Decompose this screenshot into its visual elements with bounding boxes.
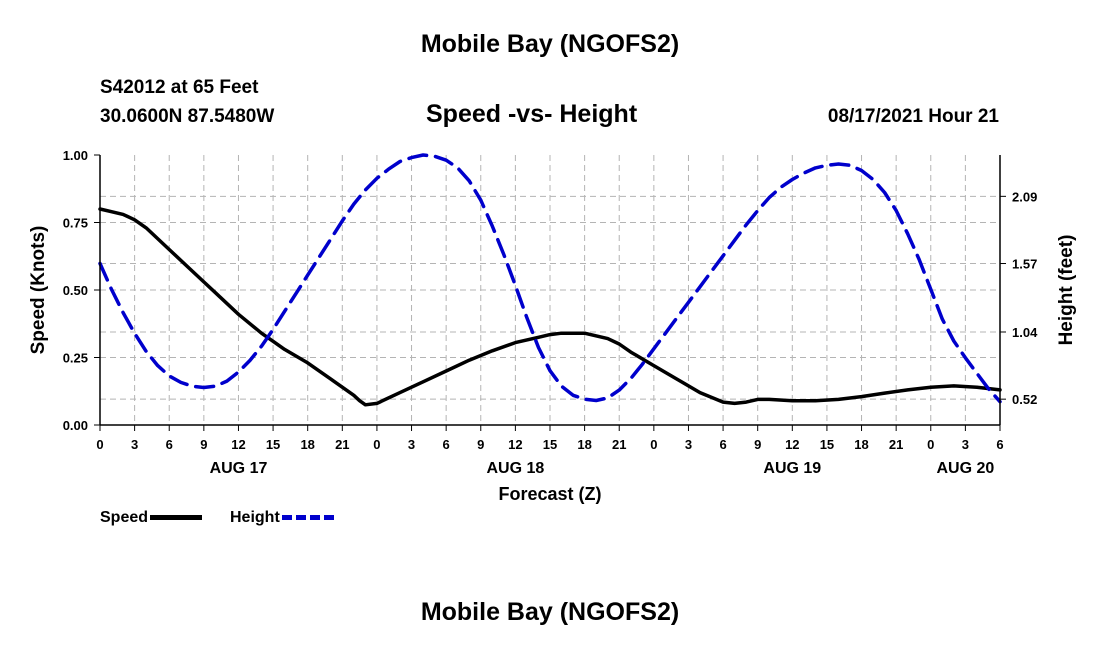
forecast-date-label: 08/17/2021 Hour 21 bbox=[827, 106, 999, 127]
grid bbox=[100, 155, 1000, 425]
x-axis-title: Forecast (Z) bbox=[498, 484, 601, 504]
footer-title: Mobile Bay (NGOFS2) bbox=[420, 598, 680, 626]
day-label: AUG 17 bbox=[210, 460, 268, 477]
legend-height-label: Height bbox=[230, 509, 280, 526]
height-series-line bbox=[98, 153, 1002, 404]
y-tick-label: 0.75 bbox=[63, 216, 88, 231]
x-tick-label: 18 bbox=[854, 437, 868, 452]
x-tick-label: 15 bbox=[266, 437, 280, 452]
x-tick-label: 9 bbox=[477, 437, 484, 452]
x-tick-label: 18 bbox=[300, 437, 314, 452]
x-tick-label: 18 bbox=[577, 437, 591, 452]
x-tick-label: 12 bbox=[231, 437, 245, 452]
x-tick-label: 9 bbox=[754, 437, 761, 452]
x-tick-label: 0 bbox=[373, 437, 380, 452]
x-tick-label: 3 bbox=[685, 437, 692, 452]
x-tick-label: 12 bbox=[508, 437, 522, 452]
x-tick-label: 3 bbox=[131, 437, 138, 452]
y-tick-label: 0.00 bbox=[63, 418, 88, 433]
page-title: Mobile Bay (NGOFS2) bbox=[420, 30, 680, 58]
x-tick-label: 3 bbox=[962, 437, 969, 452]
y2-tick-label: 2.09 bbox=[1012, 189, 1037, 204]
day-label: AUG 19 bbox=[763, 460, 821, 477]
y2-axis-title: Height (feet) bbox=[1056, 235, 1077, 346]
coordinates-label: 30.0600N 87.5480W bbox=[100, 106, 275, 127]
series-layer bbox=[98, 153, 1002, 407]
x-tick-label: 15 bbox=[820, 437, 834, 452]
y2-tick-label: 1.57 bbox=[1012, 257, 1037, 272]
x-tick-label: 9 bbox=[200, 437, 207, 452]
x-tick-label: 6 bbox=[166, 437, 173, 452]
day-label: AUG 20 bbox=[936, 460, 994, 477]
legend-speed-label: Speed bbox=[100, 509, 149, 526]
x-tick-label: 3 bbox=[408, 437, 415, 452]
x-tick-label: 0 bbox=[650, 437, 657, 452]
x-tick-label: 6 bbox=[719, 437, 726, 452]
y-axis-title: Speed (Knots) bbox=[28, 226, 49, 355]
x-tick-label: 21 bbox=[335, 437, 349, 452]
x-tick-label: 6 bbox=[443, 437, 450, 452]
legend-speed: Speed bbox=[100, 509, 203, 527]
legend-speed-swatch bbox=[150, 515, 203, 521]
speed-series-line bbox=[98, 207, 1002, 407]
y-tick-label: 1.00 bbox=[63, 148, 88, 163]
axis-labels: 0 3 6 9 12 15 18 21 0 3 6 9 12 15 18 21 0 3 6 9 12 15 18 21 0 3 6A… bbox=[28, 148, 1077, 504]
day-label: AUG 18 bbox=[486, 460, 544, 477]
legend-height: Height bbox=[230, 509, 334, 527]
y-tick-label: 0.50 bbox=[63, 283, 88, 298]
x-tick-label: 12 bbox=[785, 437, 799, 452]
y2-tick-label: 0.52 bbox=[1012, 392, 1037, 407]
x-tick-label: 6 bbox=[996, 437, 1003, 452]
x-tick-label: 15 bbox=[543, 437, 557, 452]
y2-tick-label: 1.04 bbox=[1012, 325, 1038, 340]
x-tick-label: 21 bbox=[612, 437, 626, 452]
axes bbox=[94, 154, 1006, 431]
x-tick-label: 0 bbox=[927, 437, 934, 452]
station-label: S42012 at 65 Feet bbox=[100, 77, 259, 98]
x-tick-label: 0 bbox=[96, 437, 103, 452]
chart-title: Speed -vs- Height bbox=[426, 100, 638, 128]
y-tick-label: 0.25 bbox=[63, 351, 88, 366]
x-tick-label: 21 bbox=[889, 437, 903, 452]
legend-height-swatch bbox=[281, 515, 334, 521]
